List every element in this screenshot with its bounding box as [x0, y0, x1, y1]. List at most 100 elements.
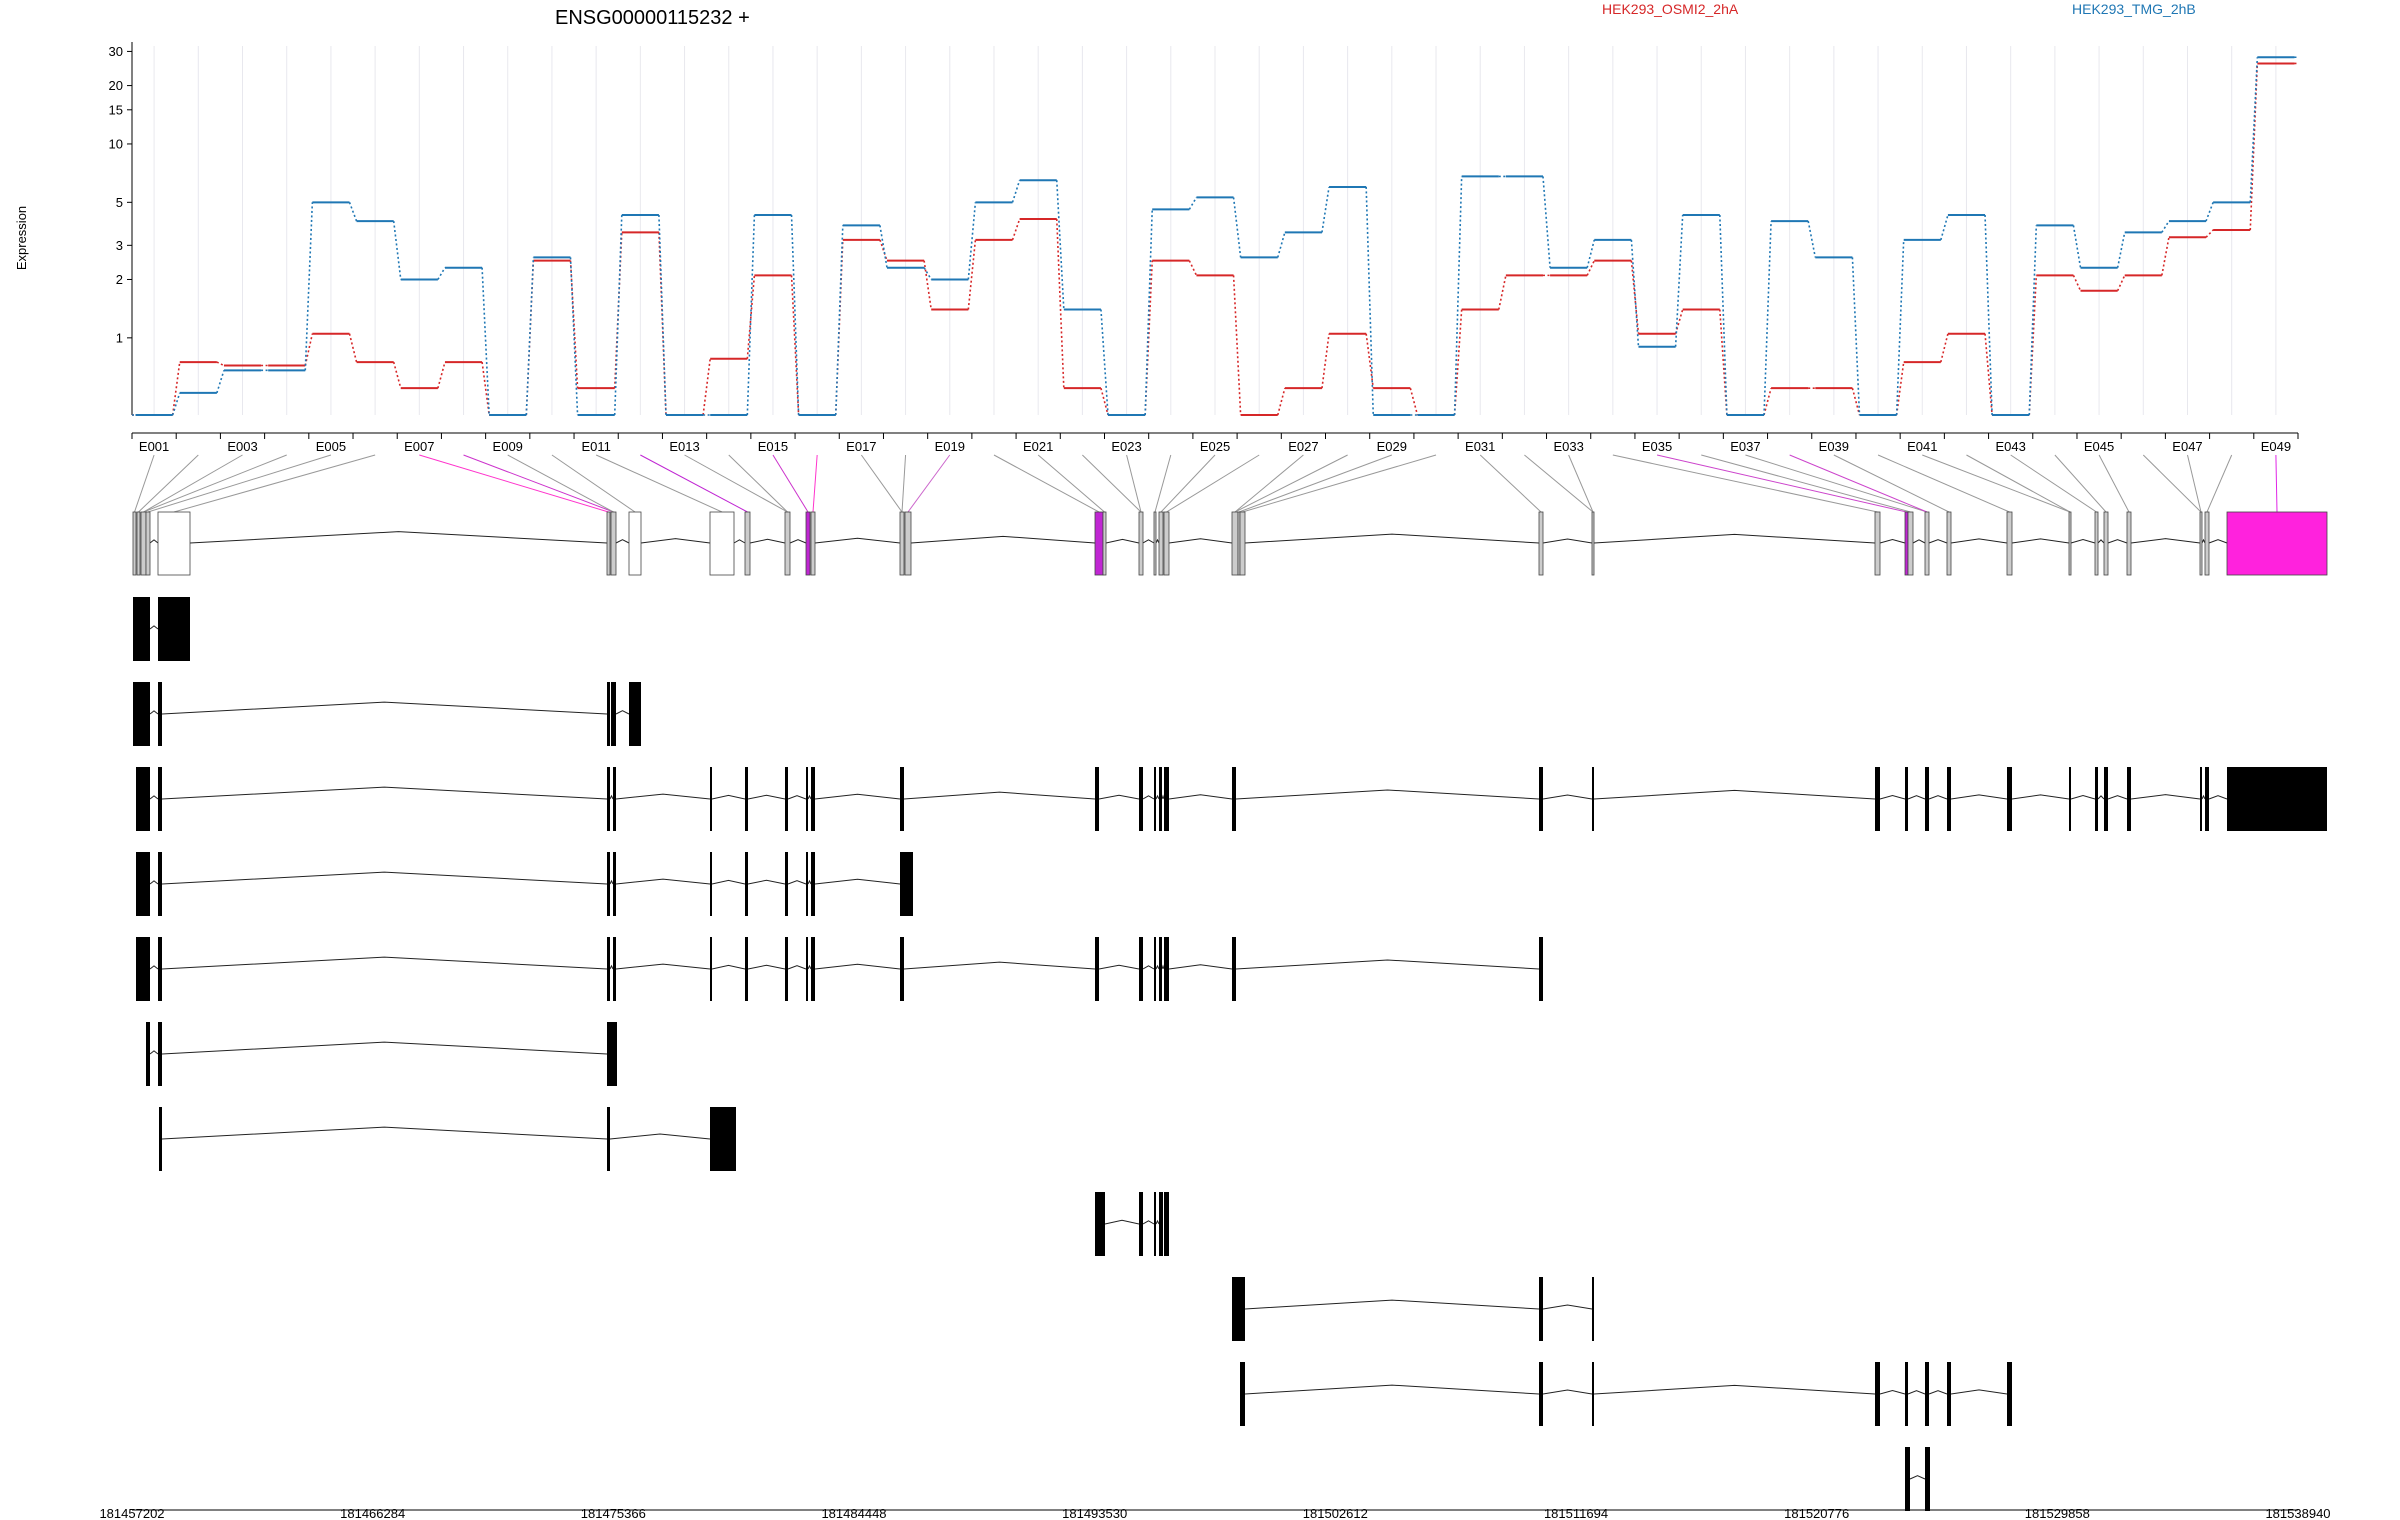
gene-model-exon	[744, 511, 751, 576]
gene-model-intron	[1155, 538, 1160, 544]
transcript-exon	[1539, 937, 1543, 1001]
transcript-intron	[1098, 964, 1140, 970]
transcript-exon	[900, 767, 904, 831]
transcript-exon	[1875, 1362, 1880, 1426]
transcript-intron	[2107, 795, 2128, 800]
transcript-intron	[1155, 1219, 1160, 1225]
transcript-intron	[1155, 794, 1160, 800]
gene-model-exon	[1907, 511, 1914, 576]
y-tick-label: 5	[116, 195, 123, 210]
exon-connector	[147, 454, 332, 513]
gene-model-intron	[2130, 538, 2201, 544]
chart-title: ENSG00000115232 +	[555, 7, 750, 29]
transcript-intron	[1244, 1384, 1540, 1395]
exon-tick-label: E021	[1023, 439, 1053, 454]
exon-connector	[134, 454, 155, 513]
genomic-tick-label: 181466284	[340, 1506, 405, 1520]
transcript-intron	[1928, 1390, 1948, 1395]
exon-tick-label: E005	[316, 439, 346, 454]
transcript-exon	[158, 937, 162, 1001]
transcript-intron	[807, 964, 812, 970]
exon-tick-label: E049	[2261, 439, 2291, 454]
transcript-exon	[158, 767, 162, 831]
transcript-intron	[1593, 1384, 1876, 1395]
series-2	[132, 56, 2298, 416]
transcript-exon	[629, 682, 641, 746]
y-axis: 1 2 3 5 10 15 20 30	[109, 42, 133, 415]
exon-tick-label: E029	[1377, 439, 1407, 454]
exon-connector	[1524, 454, 1594, 513]
exon-connector	[1612, 454, 1878, 513]
transcript-1	[133, 597, 190, 661]
exon-tick-label: E015	[758, 439, 788, 454]
gene-model-exon	[1231, 511, 1239, 576]
transcript-intron	[1155, 964, 1160, 970]
gene-model-exon	[2068, 511, 2072, 576]
transcript-intron	[1161, 964, 1165, 970]
transcript-intron	[615, 710, 630, 715]
exon-connector	[551, 454, 636, 513]
exon-connector	[1037, 454, 1105, 513]
transcript-exon	[1164, 937, 1169, 1001]
transcript-11	[1905, 1447, 1930, 1511]
transcript-exon	[136, 852, 150, 916]
transcript-exon	[1232, 1277, 1245, 1341]
exon-connector	[2010, 454, 2097, 513]
y-axis-label: Expression	[14, 206, 29, 270]
series-line	[132, 56, 2298, 416]
exon-connector	[2142, 454, 2202, 513]
transcript-intron	[807, 879, 812, 885]
transcript-exon	[1947, 1362, 1951, 1426]
exon-connector	[1242, 454, 1437, 513]
genomic-tick-label: 181475366	[581, 1506, 646, 1520]
gene-model-exon	[1591, 511, 1595, 576]
transcript-exon	[1925, 767, 1929, 831]
exon-connector	[507, 454, 614, 513]
gene-model-exon	[2226, 511, 2328, 576]
transcript-intron	[814, 963, 901, 970]
gene-model-intron	[2011, 538, 2070, 544]
exon-tick-label: E033	[1553, 439, 1583, 454]
transcript-intron	[1168, 964, 1233, 970]
exon-connector	[772, 454, 809, 513]
transcript-exon	[1925, 1447, 1930, 1511]
exon-tick-label: E003	[227, 439, 257, 454]
transcript-exon	[806, 937, 808, 1001]
transcript-exon	[1592, 1277, 1594, 1341]
transcript-exon	[607, 682, 610, 746]
transcript-exon	[2200, 767, 2202, 831]
genomic-tick-label: 181529858	[2025, 1506, 2090, 1520]
transcript-exon	[2205, 767, 2209, 831]
exon-connector	[1234, 454, 1348, 513]
transcript-exon	[158, 682, 162, 746]
exon-axis: E001 E003 E005 E007 E009 E011 E013 E015 E017 E019…	[131, 432, 2299, 454]
exon-connector	[419, 454, 609, 513]
transcript-exon	[611, 682, 616, 746]
transcript-intron	[1950, 1389, 2008, 1395]
transcript-exon	[136, 937, 150, 1001]
transcript-intron	[1142, 795, 1155, 800]
exon-connector	[728, 454, 788, 513]
transcript-2	[133, 682, 641, 746]
y-tick-label: 2	[116, 272, 123, 287]
transcript-intron	[161, 786, 608, 800]
transcript-exon	[1095, 1192, 1105, 1256]
vertical-gridlines	[153, 46, 2277, 415]
transcript-intron	[615, 793, 711, 800]
gene-model-exon	[132, 511, 137, 576]
exon-connector	[1166, 454, 1260, 513]
gene-model-exon	[136, 511, 141, 576]
exon-tick-label: E013	[669, 439, 699, 454]
transcript-exon	[613, 852, 616, 916]
exon-tick-label: E045	[2084, 439, 2114, 454]
transcript-exon	[2007, 767, 2012, 831]
gene-model-intron	[1244, 533, 1540, 544]
gene-model-intron	[2070, 538, 2096, 544]
genomic-tick-label: 181538940	[2265, 1506, 2330, 1520]
transcript-exon	[1592, 767, 1594, 831]
transcript-exon	[607, 1022, 617, 1086]
gene-model-exon	[2094, 511, 2099, 576]
transcript-exon	[1159, 767, 1162, 831]
transcript-intron	[1909, 1475, 1926, 1480]
exon-connector	[1966, 454, 2071, 513]
